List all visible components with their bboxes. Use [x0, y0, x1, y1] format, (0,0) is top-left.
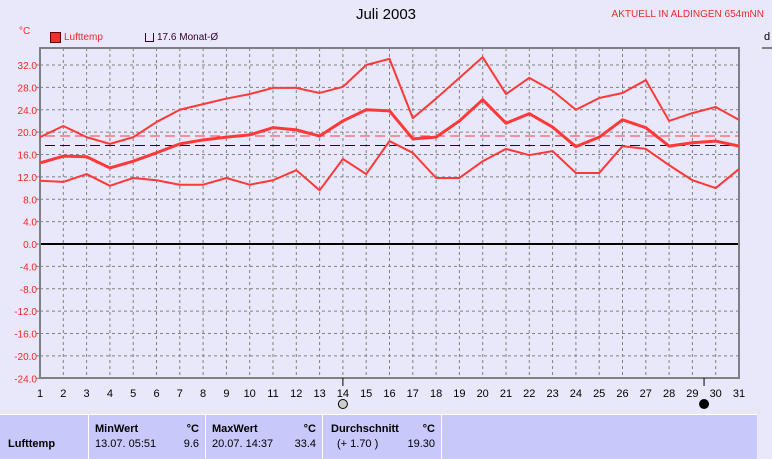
x-tick-label: 9	[223, 388, 229, 400]
y-tick-label: -4.0	[20, 262, 38, 273]
min-value: 9.6	[183, 438, 199, 450]
max-column: MaxWert °C 20.07. 14:37 33.4	[205, 415, 322, 459]
avg-delta: (+ 1.70 )	[337, 438, 379, 450]
chart-title: Juli 2003	[355, 6, 417, 23]
x-tick-label: 11	[267, 388, 278, 400]
right-axis-label: d	[764, 31, 771, 43]
x-tick-label: 31	[733, 388, 745, 400]
temperature-chart: 32.0 28.0 24.0 20.0 16.0 12.0 8.0 4.0 0.0 -4.0 -8.…	[14, 47, 772, 409]
max-value: 33.4	[294, 438, 316, 450]
avg-header: Durchschnitt	[331, 423, 399, 435]
x-tick-label: 25	[593, 388, 605, 400]
series-line-min	[39, 140, 740, 192]
x-tick-label: 2	[60, 388, 66, 400]
x-tick-label: 8	[200, 388, 206, 400]
x-tick-label: 4	[107, 388, 113, 400]
x-tick-label: 15	[360, 388, 372, 400]
x-tick-label: 19	[453, 388, 465, 400]
avg-value: 19.30	[407, 438, 435, 450]
y-tick-label: -16.0	[14, 330, 37, 341]
max-unit: °C	[303, 423, 316, 435]
max-header: MaxWert	[212, 423, 258, 435]
legend-mean: 17.6 Monat-Ø	[145, 32, 218, 43]
y-tick-label: 4.0	[23, 218, 37, 229]
y-tick-label: 0.0	[23, 240, 37, 251]
x-tick-label: 23	[546, 388, 558, 400]
station-label: AKTUELL IN ALDINGEN 654mNN	[611, 9, 764, 20]
plot-frame	[39, 47, 740, 379]
x-tick-label: 30	[710, 388, 722, 400]
legend-mean-label: 17.6 Monat-Ø	[157, 32, 219, 43]
y-tick-label: 28.0	[18, 83, 38, 94]
x-tick-label: 29	[686, 388, 698, 400]
y-tick-label: 24.0	[18, 106, 38, 117]
legend-mean-swatch	[145, 33, 154, 42]
x-tick-label: 27	[640, 388, 652, 400]
legend-series: Lufttemp	[50, 32, 103, 43]
x-tick-label: 3	[84, 388, 90, 400]
x-tick-label: 18	[430, 388, 442, 400]
y-tick-label: 12.0	[18, 173, 38, 184]
avg-column: Durchschnitt °C (+ 1.70 ) 19.30	[322, 415, 441, 459]
x-tick-label: 28	[663, 388, 675, 400]
y-tick-label: -20.0	[14, 352, 37, 363]
avg-unit: °C	[422, 423, 435, 435]
series-line-max	[39, 56, 740, 145]
y-tick-label: -12.0	[14, 307, 37, 318]
x-tick-label: 17	[407, 388, 419, 400]
stats-panel: Lufttemp MinWert °C 13.07. 05:51 9.6 Max…	[0, 414, 757, 459]
y-tick-label: 16.0	[18, 151, 38, 162]
x-tick-label: 20	[477, 388, 489, 400]
legend-series-label: Lufttemp	[64, 32, 103, 43]
min-header: MinWert	[95, 423, 139, 435]
y-tick-label: 8.0	[23, 195, 37, 206]
max-date: 20.07. 14:37	[212, 438, 274, 450]
y-unit-label: °C	[19, 26, 31, 37]
x-tick-label: 16	[383, 388, 395, 400]
x-tick-label: 22	[523, 388, 535, 400]
legend-swatch	[50, 32, 61, 43]
x-tick-label: 5	[130, 388, 136, 400]
y-tick-label: 32.0	[18, 61, 38, 72]
full-moon-icon	[337, 399, 348, 409]
x-tick-label: 13	[313, 388, 325, 400]
y-tick-label: 20.0	[18, 128, 38, 139]
min-date: 13.07. 05:51	[95, 438, 157, 450]
x-tick-label: 10	[244, 388, 256, 400]
series-line-mean	[39, 98, 740, 170]
x-tick-label: 6	[153, 388, 159, 400]
x-tick-label: 12	[290, 388, 302, 400]
row-label: Lufttemp	[8, 438, 56, 450]
x-tick-label: 7	[177, 388, 183, 400]
min-column: MinWert °C 13.07. 05:51 9.6	[88, 415, 205, 459]
new-moon-icon	[699, 399, 710, 409]
x-tick-label: 14	[337, 388, 349, 400]
min-unit: °C	[186, 423, 199, 435]
y-tick-label: -24.0	[14, 374, 37, 385]
x-tick-label: 21	[500, 388, 512, 400]
x-tick-label: 24	[570, 388, 582, 400]
x-tick-label: 1	[37, 388, 43, 400]
x-tick-label: 26	[616, 388, 628, 400]
empty-column	[441, 415, 758, 459]
y-tick-label: -8.0	[20, 285, 38, 296]
